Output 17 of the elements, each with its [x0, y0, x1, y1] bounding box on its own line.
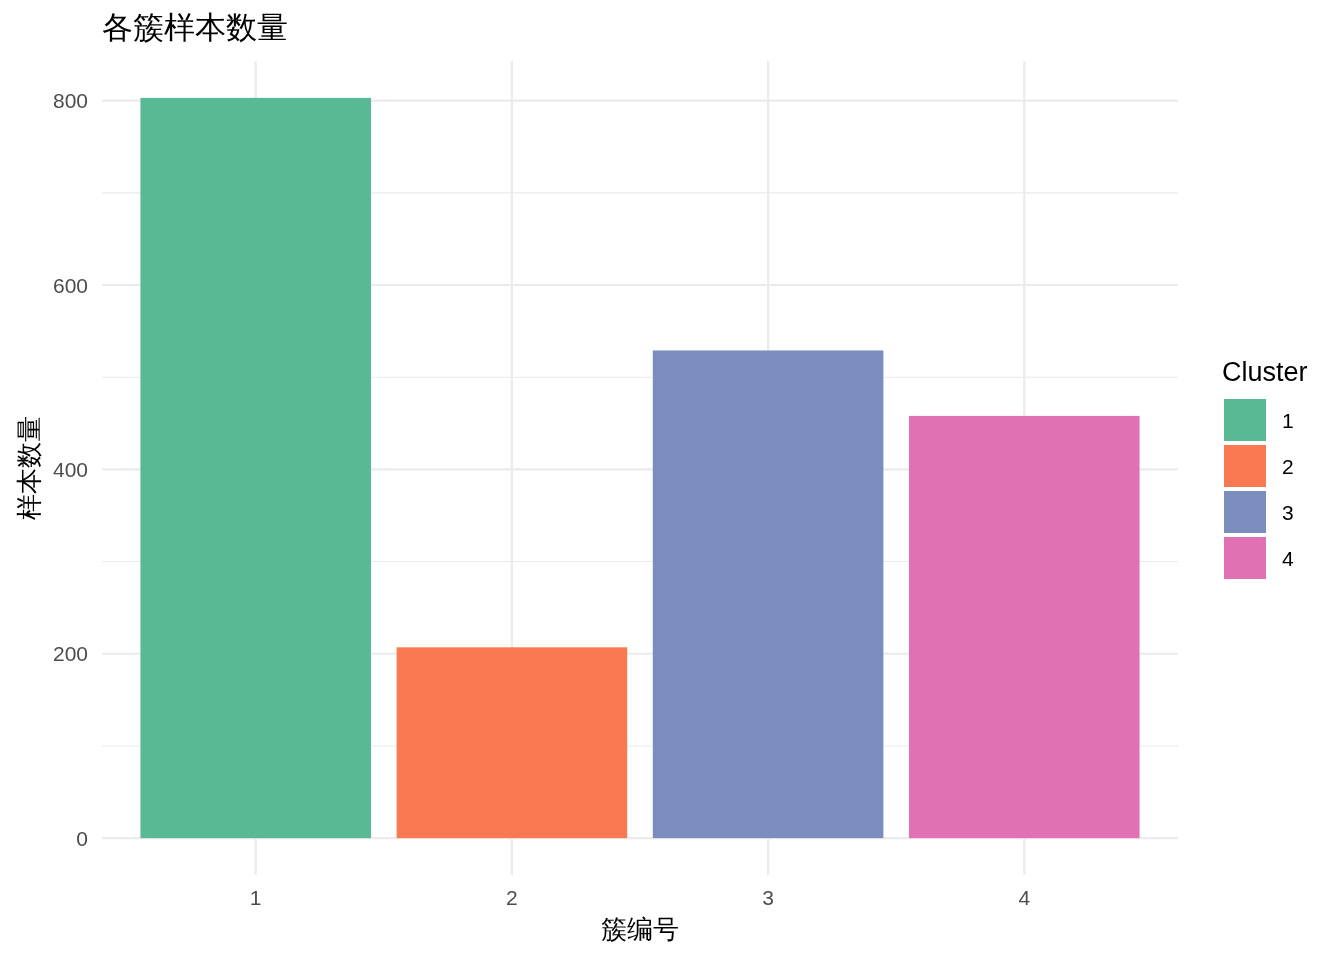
x-tick-label: 4 [1018, 886, 1031, 909]
legend-label: 3 [1282, 500, 1294, 524]
y-tick-label: 0 [76, 826, 88, 850]
x-axis-title: 簇编号 [601, 914, 679, 944]
x-tick-label: 2 [506, 886, 518, 909]
y-tick-label: 400 [52, 457, 88, 481]
chart-title: 各簇样本数量 [102, 10, 288, 45]
y-axis-title: 样本数量 [14, 416, 44, 520]
y-tick-label: 200 [52, 642, 88, 666]
legend-label: 4 [1282, 546, 1294, 570]
legend-title: Cluster [1222, 357, 1308, 387]
y-tick-label: 800 [52, 89, 88, 113]
legend-label: 2 [1282, 454, 1294, 478]
y-tick-label: 600 [52, 273, 88, 297]
x-tick-label: 1 [249, 886, 262, 909]
x-tick-label: 3 [762, 886, 774, 909]
legend-label: 1 [1282, 408, 1294, 432]
